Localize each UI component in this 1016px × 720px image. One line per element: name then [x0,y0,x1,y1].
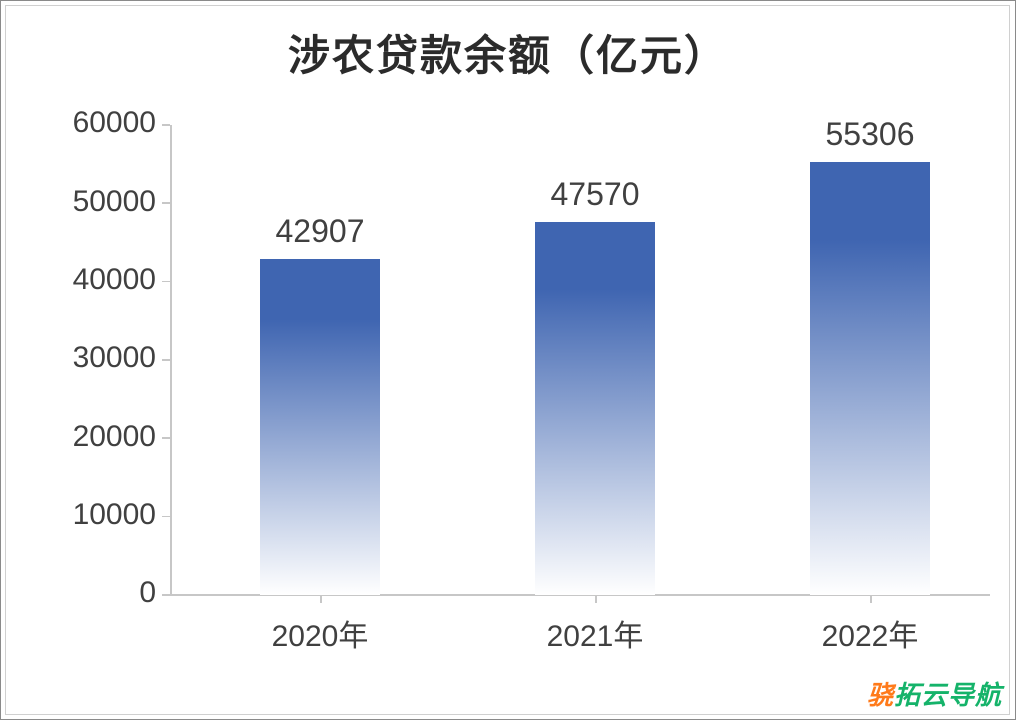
y-tick-label: 0 [139,576,156,610]
chart-title: 涉农贷款余额（亿元） [0,22,1016,83]
data-label: 47570 [495,176,695,213]
y-tick-mark [162,202,170,204]
y-tick-mark [162,281,170,283]
y-tick-label: 20000 [73,420,156,454]
y-tick-label: 40000 [73,263,156,297]
y-tick-label: 50000 [73,185,156,219]
y-tick-mark [162,594,170,596]
bar [535,222,655,595]
y-tick-label: 10000 [73,498,156,532]
bar [810,162,930,595]
y-tick-mark [162,359,170,361]
y-tick-mark [162,124,170,126]
bar [260,259,380,595]
data-label: 55306 [770,116,970,153]
y-tick-mark [162,516,170,518]
x-category-label: 2022年 [770,611,970,655]
x-category-label: 2020年 [220,611,420,655]
x-tick-mark [320,595,322,603]
watermark-text: 骁拓云导航 [867,675,1002,712]
y-tick-mark [162,437,170,439]
x-tick-mark [870,595,872,603]
data-label: 42907 [220,213,420,250]
y-tick-label: 30000 [73,341,156,375]
y-axis-line [170,125,172,595]
y-tick-label: 60000 [73,106,156,140]
x-tick-mark [595,595,597,603]
x-category-label: 2021年 [495,611,695,655]
